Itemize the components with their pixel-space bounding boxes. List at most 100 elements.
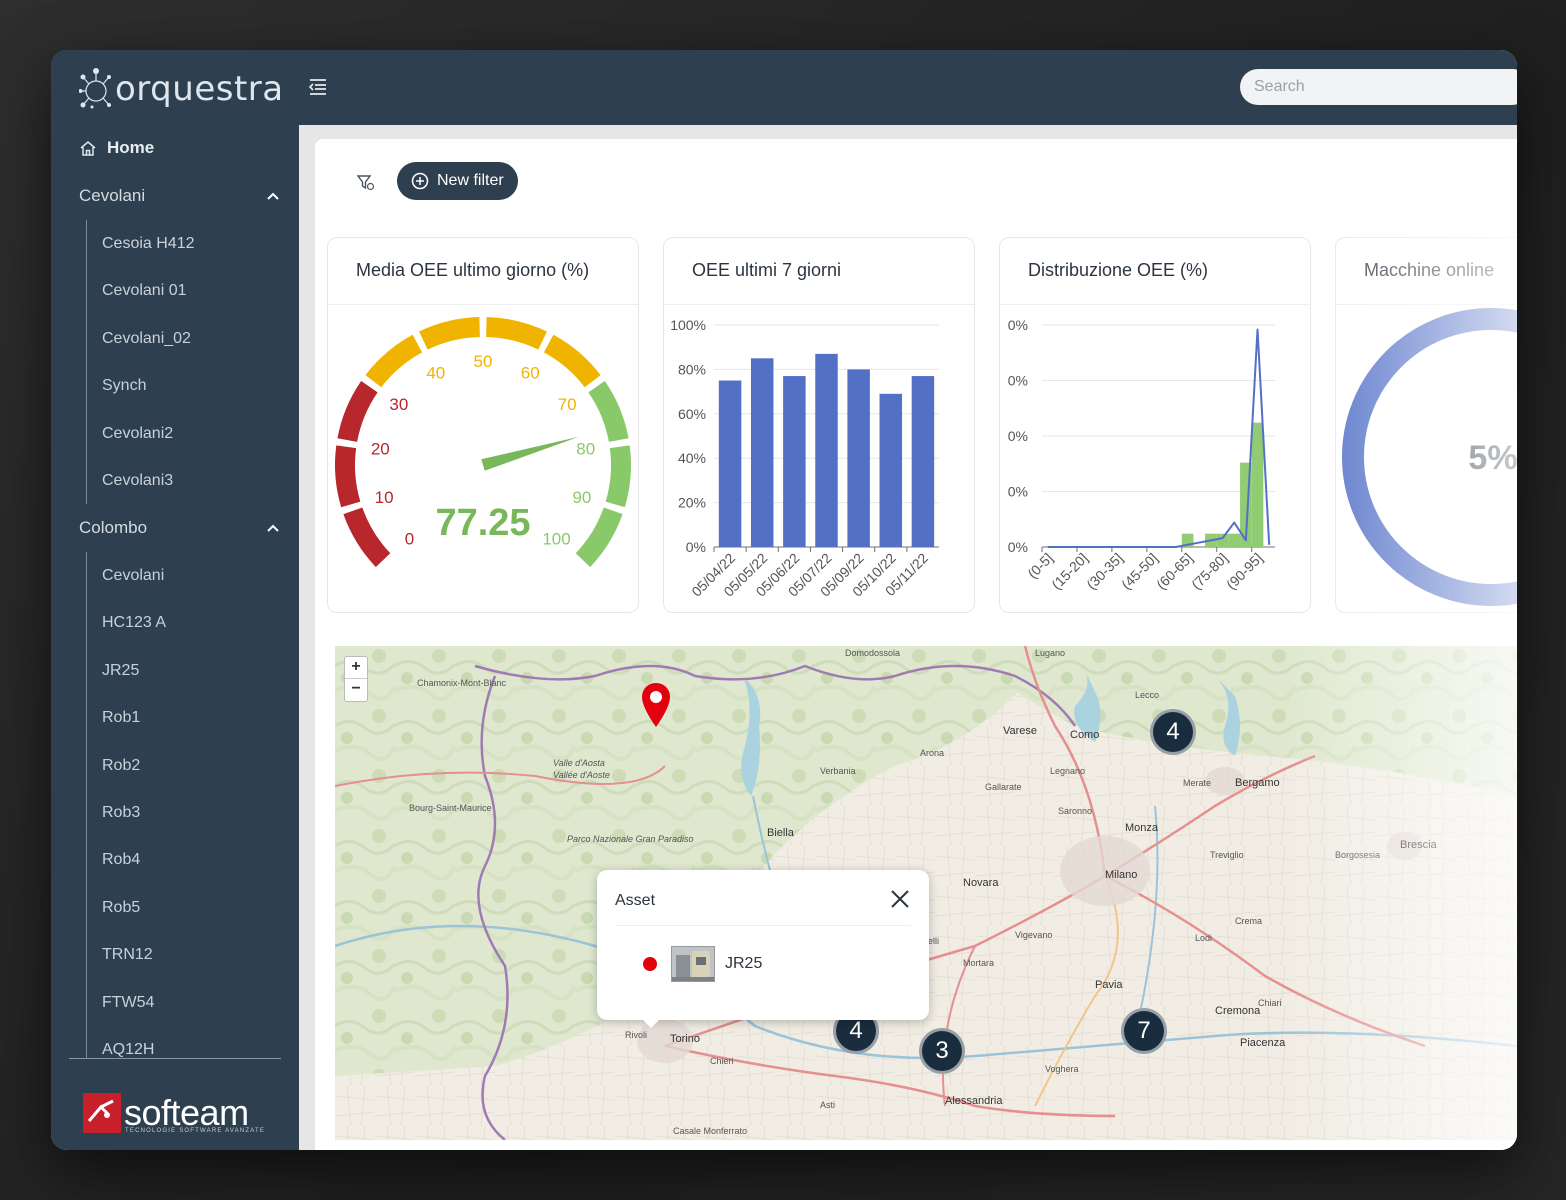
bar [718,380,742,547]
gauge-tick-label: 70 [558,395,577,414]
bar [1251,422,1264,547]
sidebar-item[interactable]: Cevolani_02 [102,329,191,347]
y-tick-label: 0% [1008,539,1028,555]
card-divider [328,304,638,305]
map-place-label: Mortara [963,958,994,968]
density-line [1047,328,1271,548]
asset-status-dot [643,957,657,971]
search-input[interactable] [1240,69,1517,105]
sidebar-item[interactable]: TRN12 [102,946,153,964]
map-place-label: Parco Nazionale Gran Paradiso [567,834,694,844]
y-tick-label: 0% [1008,317,1028,333]
sidebar-item[interactable]: Rob3 [102,803,141,821]
sidebar-item[interactable]: HC123 A [102,614,167,632]
x-tick-label: (30-35] [1083,550,1126,593]
logo-text: orquestra [115,69,284,109]
map-place-label: Vallée d'Aoste [553,770,610,780]
map-place-label: Voghera [1045,1064,1079,1074]
filter-icon[interactable] [357,174,375,192]
map-place-label: Biella [767,827,795,839]
y-tick-label: 20% [678,495,706,511]
oee-gauge: 0 10 20 30 40 50 60 70 80 90 100 77.25 [335,317,631,568]
sidebar-item[interactable]: Cevolani3 [102,471,174,489]
bar [911,376,935,547]
card-oee-distribution: Distribuzione OEE (%) 0% 0% 0% 0% 0% (0-5] (15… [999,237,1311,613]
y-tick-label: 0% [1008,484,1028,500]
sidebar-item[interactable]: Cevolani2 [102,424,174,442]
zoom-in-button[interactable]: + [345,657,367,679]
map-place-label: Crema [1235,916,1262,926]
sidebar-item[interactable]: Cevolani [102,567,165,584]
sidebar-item[interactable]: Rob1 [102,709,141,727]
map-place-label: Alessandria [945,1095,1003,1107]
map-place-label: Como [1070,729,1099,741]
chevron-up-icon [267,192,279,200]
x-tick-label: (15-20] [1048,550,1091,593]
card-oee-7days: OEE ultimi 7 giorni 0% 20% 40% 60% 80% 100% 05… [663,237,975,613]
bar [1240,462,1252,547]
softeam-logo: softeam TECNOLOGIE SOFTWARE AVANZATE [83,1092,264,1134]
zoom-out-button[interactable]: − [351,680,361,697]
map-place-label: Cremona [1215,1005,1261,1017]
chevron-up-icon [267,524,279,532]
map-place-label: Borgosesia [1335,850,1380,860]
plus-circle-icon [411,172,429,190]
sidebar-item[interactable]: FTW54 [102,993,155,1011]
asset-row[interactable]: JR25 [643,946,762,982]
map-place-label: Merate [1183,778,1211,788]
map-place-label: Milano [1105,869,1137,881]
menu-toggle-icon[interactable] [308,78,328,96]
y-tick-label: 0% [686,539,706,555]
gauge-segment [335,445,361,508]
bar [783,376,806,547]
gauge-segment [365,334,423,388]
card-divider [664,304,974,305]
map-cluster[interactable]: 4 [1150,709,1196,755]
sidebar-item[interactable]: AQ12H [102,1040,155,1058]
app-logo[interactable]: orquestra [79,66,284,112]
map-place-label: Novara [963,877,999,889]
map[interactable]: Lugano Como Varese Bergamo Biella Novara Milan… [335,646,1517,1140]
gauge-needle [481,436,579,471]
map-place-label: Torino [670,1033,700,1045]
gauge-segment [486,317,547,350]
group-list-colombo: Cevolani HC123 A JR25 Rob1 Rob2 Rob3 Rob… [86,552,166,1058]
sidebar-item[interactable]: Rob2 [102,756,141,774]
map-place-label: Piacenza [1240,1037,1286,1049]
sidebar-item[interactable]: Cesoia H412 [102,235,195,252]
gauge-tick-label: 60 [521,363,540,382]
map-cluster[interactable]: 3 [919,1028,965,1074]
sidebar-item[interactable]: Rob4 [102,851,141,869]
gauge-tick-label: 80 [576,440,595,459]
map-place-label: Bourg-Saint-Maurice [409,803,492,813]
asset-popup: Asset JR25 [597,870,929,1028]
sidebar-item[interactable]: Rob5 [102,898,141,916]
map-cluster[interactable]: 7 [1121,1008,1167,1054]
map-place-label: Chiari [1258,998,1282,1008]
gauge-segment [543,334,601,388]
map-pin-icon[interactable] [641,682,671,728]
x-tick-label: (75-80] [1188,550,1231,593]
new-filter-button[interactable]: New filter [397,162,518,200]
gauge-tick-label: 30 [389,395,408,414]
group-header-cevolani[interactable]: Cevolani [79,186,279,206]
bar [815,353,838,547]
sidebar-item[interactable]: Synch [102,377,147,395]
gauge-value: 77.25 [435,502,530,544]
group-label: Colombo [79,518,148,537]
x-tick-label: (45-50] [1118,550,1161,593]
bar [879,393,903,547]
nav-home[interactable]: Home [79,138,154,158]
map-place-label: Valle d'Aosta [553,758,605,768]
card-divider [1000,304,1310,305]
sidebar-item[interactable]: JR25 [102,661,140,679]
group-header-colombo[interactable]: Colombo [79,518,279,538]
home-icon [80,140,96,156]
map-place-label: Legnano [1050,766,1085,776]
online-donut-chart: 5% [1342,308,1517,606]
close-icon[interactable] [889,888,911,910]
gauge-segment [337,380,378,442]
card-online-machines: Macchine online 5% [1335,237,1517,613]
map-place-label: Lodi [1195,933,1212,943]
sidebar-item[interactable]: Cevolani 01 [102,282,187,300]
